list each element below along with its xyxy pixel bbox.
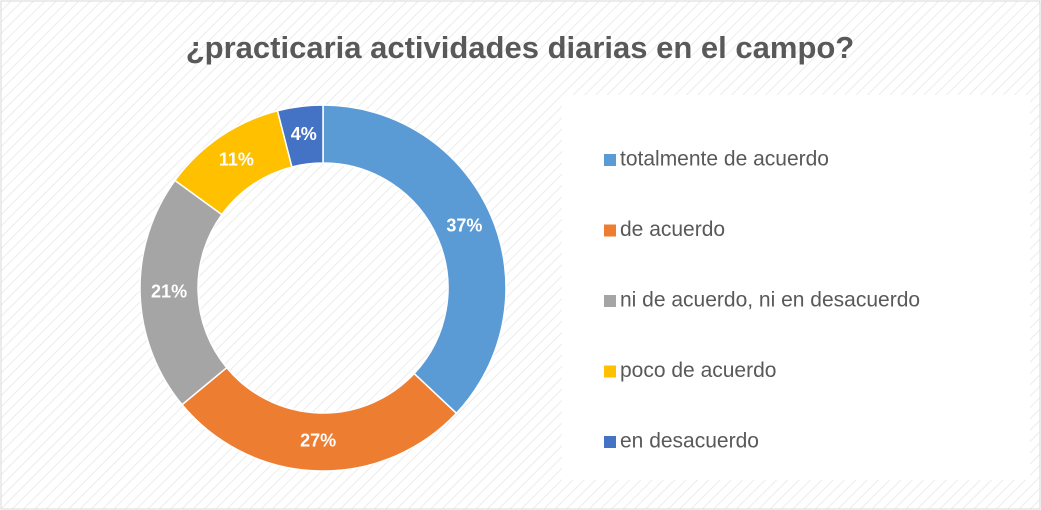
donut-slice xyxy=(276,104,324,168)
data-label: 37% xyxy=(446,216,482,236)
plot: 37% 27% 21% 11% 4% xyxy=(139,104,507,472)
legend-label: en desacuerdo xyxy=(620,430,759,453)
data-label: 27% xyxy=(300,431,336,451)
donut-slice xyxy=(322,104,507,415)
legend-label: poco de acuerdo xyxy=(620,359,776,382)
legend-swatch xyxy=(604,436,616,448)
legend-swatch xyxy=(604,224,616,237)
donut-slice xyxy=(180,366,458,472)
legend-swatch xyxy=(604,295,616,307)
legend-label: ni de acuerdo, ni en desacuerdo xyxy=(620,289,920,312)
data-label: 21% xyxy=(151,282,187,302)
data-label: 4% xyxy=(291,124,317,144)
legend-label: totalmente de acuerdo xyxy=(620,148,829,171)
chart-title: ¿practicaria actividades diarias en el c… xyxy=(186,30,855,65)
data-label: 11% xyxy=(219,149,254,169)
legend-label: de acuerdo xyxy=(620,218,725,241)
legend-swatch xyxy=(604,365,616,378)
legend-box xyxy=(562,95,1030,480)
legend-swatch xyxy=(604,154,616,166)
